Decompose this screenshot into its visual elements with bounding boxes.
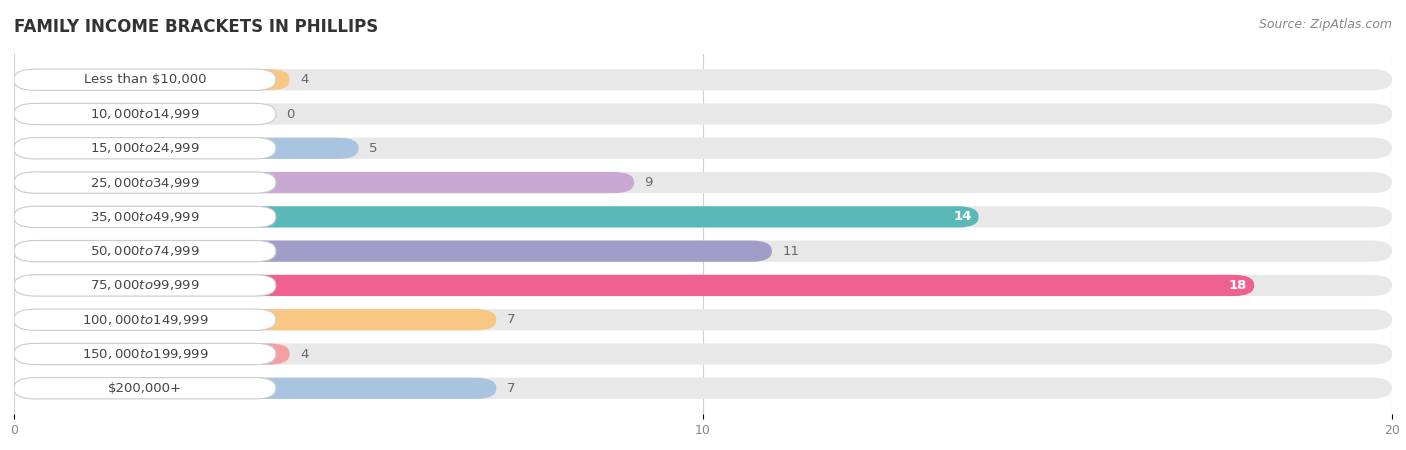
- Text: $100,000 to $149,999: $100,000 to $149,999: [82, 313, 208, 327]
- Text: 7: 7: [506, 382, 515, 395]
- FancyBboxPatch shape: [14, 378, 276, 399]
- FancyBboxPatch shape: [14, 378, 496, 399]
- FancyBboxPatch shape: [14, 309, 276, 330]
- FancyBboxPatch shape: [14, 343, 1392, 365]
- Text: Less than $10,000: Less than $10,000: [84, 73, 207, 86]
- Text: FAMILY INCOME BRACKETS IN PHILLIPS: FAMILY INCOME BRACKETS IN PHILLIPS: [14, 18, 378, 36]
- Text: $35,000 to $49,999: $35,000 to $49,999: [90, 210, 200, 224]
- FancyBboxPatch shape: [14, 172, 634, 193]
- FancyBboxPatch shape: [14, 206, 276, 228]
- FancyBboxPatch shape: [14, 343, 276, 365]
- FancyBboxPatch shape: [14, 378, 1392, 399]
- FancyBboxPatch shape: [14, 104, 276, 125]
- FancyBboxPatch shape: [14, 206, 1392, 228]
- FancyBboxPatch shape: [14, 104, 1392, 125]
- Text: 9: 9: [644, 176, 652, 189]
- FancyBboxPatch shape: [14, 275, 1392, 296]
- Text: 0: 0: [287, 108, 295, 121]
- Text: 11: 11: [782, 245, 799, 258]
- Text: 4: 4: [299, 73, 308, 86]
- FancyBboxPatch shape: [14, 172, 1392, 193]
- FancyBboxPatch shape: [14, 69, 290, 90]
- Text: $25,000 to $34,999: $25,000 to $34,999: [90, 176, 200, 189]
- Text: 5: 5: [368, 142, 377, 155]
- FancyBboxPatch shape: [14, 138, 276, 159]
- FancyBboxPatch shape: [14, 206, 979, 228]
- FancyBboxPatch shape: [14, 69, 276, 90]
- FancyBboxPatch shape: [14, 275, 276, 296]
- FancyBboxPatch shape: [14, 240, 1392, 262]
- Text: 7: 7: [506, 313, 515, 326]
- FancyBboxPatch shape: [14, 69, 1392, 90]
- Text: $200,000+: $200,000+: [108, 382, 181, 395]
- FancyBboxPatch shape: [14, 138, 359, 159]
- FancyBboxPatch shape: [14, 240, 276, 262]
- FancyBboxPatch shape: [14, 138, 1392, 159]
- FancyBboxPatch shape: [14, 309, 496, 330]
- Text: $10,000 to $14,999: $10,000 to $14,999: [90, 107, 200, 121]
- FancyBboxPatch shape: [14, 309, 1392, 330]
- FancyBboxPatch shape: [14, 343, 290, 365]
- FancyBboxPatch shape: [14, 240, 772, 262]
- Text: Source: ZipAtlas.com: Source: ZipAtlas.com: [1258, 18, 1392, 31]
- Text: $150,000 to $199,999: $150,000 to $199,999: [82, 347, 208, 361]
- FancyBboxPatch shape: [14, 172, 276, 193]
- Text: 4: 4: [299, 347, 308, 360]
- Text: 18: 18: [1229, 279, 1247, 292]
- Text: $15,000 to $24,999: $15,000 to $24,999: [90, 141, 200, 155]
- Text: $75,000 to $99,999: $75,000 to $99,999: [90, 279, 200, 292]
- Text: 14: 14: [953, 210, 972, 223]
- FancyBboxPatch shape: [14, 275, 1254, 296]
- Text: $50,000 to $74,999: $50,000 to $74,999: [90, 244, 200, 258]
